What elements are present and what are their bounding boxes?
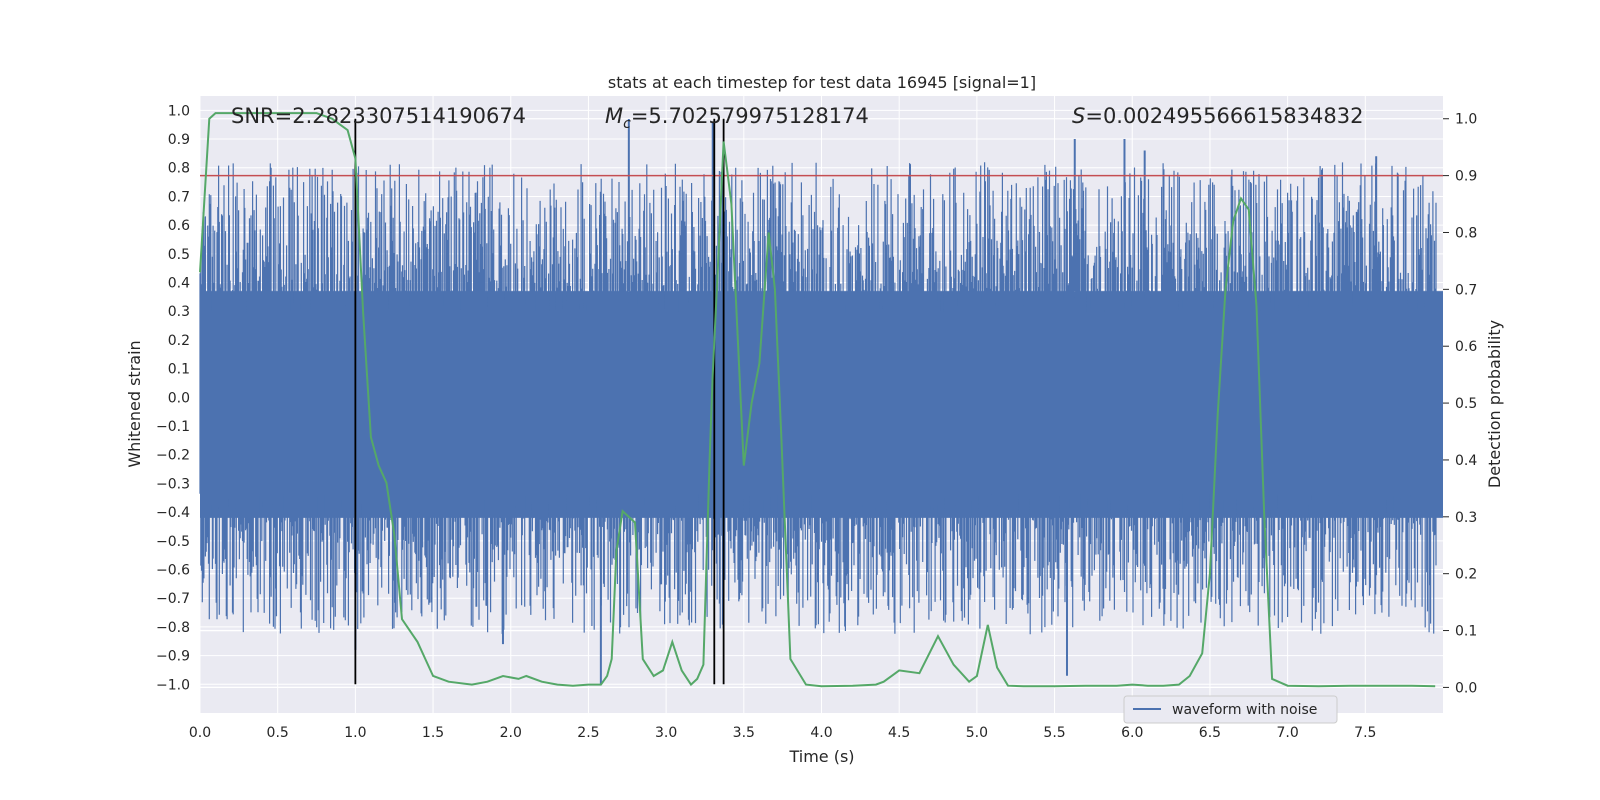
y2-tick-label: 0.0 bbox=[1455, 680, 1477, 696]
x-tick-label: 7.0 bbox=[1276, 725, 1298, 741]
x-tick-label: 5.5 bbox=[1043, 725, 1065, 741]
s-annotation: S=0.002495566615834832 bbox=[1072, 104, 1363, 128]
y-tick-label: 0.3 bbox=[168, 304, 190, 320]
x-tick-label: 5.0 bbox=[966, 725, 988, 741]
y2-axis-label: Detection probability bbox=[1485, 320, 1504, 488]
y2-tick-labels: 0.0 0.1 0.2 0.3 0.4 0.5 0.6 0.7 0.8 0.9 1.0 bbox=[1443, 112, 1477, 696]
x-tick-label: 2.0 bbox=[500, 725, 522, 741]
vertical-markers bbox=[354, 118, 725, 685]
legend: waveform with noise bbox=[1123, 695, 1338, 724]
y-tick-label: −0.4 bbox=[156, 505, 190, 521]
y-tick-label: −0.7 bbox=[156, 591, 190, 607]
detection-probability-series bbox=[199, 112, 1436, 688]
y-tick-label: 0.8 bbox=[168, 161, 190, 177]
y-tick-label: −0.8 bbox=[156, 620, 190, 636]
y2-tick-label: 0.4 bbox=[1455, 453, 1477, 469]
y-axis-label: Whitened strain bbox=[125, 340, 144, 467]
s-symbol: S bbox=[1072, 104, 1085, 128]
y2-tick-label: 0.1 bbox=[1455, 624, 1477, 640]
y-tick-label: −0.6 bbox=[156, 563, 190, 579]
s-value: =0.002495566615834832 bbox=[1085, 104, 1363, 128]
y-tick-label: 0.2 bbox=[168, 333, 190, 349]
y-tick-label: −0.5 bbox=[156, 534, 190, 550]
mc-subscript: c bbox=[623, 116, 631, 132]
x-tick-label: 1.5 bbox=[422, 725, 444, 741]
waveform-noise-spikes bbox=[199, 162, 1437, 635]
x-tick-label: 2.5 bbox=[577, 725, 599, 741]
y-tick-label: 0.9 bbox=[168, 132, 190, 148]
y-tick-label: 1.0 bbox=[168, 103, 190, 119]
snr-annotation: SNR=2.2823307514190674 bbox=[231, 104, 526, 128]
y-tick-label: −0.3 bbox=[156, 476, 190, 492]
y2-tick-label: 0.5 bbox=[1455, 396, 1477, 412]
y-tick-label: 0.0 bbox=[168, 390, 190, 406]
x-tick-label: 4.5 bbox=[888, 725, 910, 741]
chart-title: stats at each timestep for test data 169… bbox=[608, 73, 1036, 92]
y-tick-label: −1.0 bbox=[156, 677, 190, 693]
legend-box bbox=[1123, 695, 1338, 724]
mc-value: =5.702579975128174 bbox=[631, 104, 869, 128]
waveform-with-noise-series bbox=[199, 118, 1443, 685]
y2-tick-label: 0.6 bbox=[1455, 339, 1477, 355]
x-tick-label: 0.0 bbox=[189, 725, 211, 741]
mc-symbol: M bbox=[605, 104, 623, 128]
y-tick-label: 0.6 bbox=[168, 218, 190, 234]
x-tick-label: 7.5 bbox=[1354, 725, 1376, 741]
x-axis-label: Time (s) bbox=[788, 747, 854, 766]
y-tick-label: −0.2 bbox=[156, 448, 190, 464]
x-tick-label: 3.0 bbox=[655, 725, 677, 741]
x-tick-label: 6.5 bbox=[1199, 725, 1221, 741]
y2-tick-label: 0.2 bbox=[1455, 567, 1477, 583]
x-tick-label: 0.5 bbox=[267, 725, 289, 741]
y-tick-label: 0.7 bbox=[168, 189, 190, 205]
x-tick-label: 6.0 bbox=[1121, 725, 1143, 741]
y-tick-label: −0.9 bbox=[156, 649, 190, 665]
y2-tick-label: 0.9 bbox=[1455, 169, 1477, 185]
legend-label: waveform with noise bbox=[1172, 702, 1317, 718]
y-tick-label: 0.1 bbox=[168, 362, 190, 378]
y-tick-label: 0.4 bbox=[168, 276, 190, 292]
x-tick-label: 1.0 bbox=[344, 725, 366, 741]
y-tick-label: 0.5 bbox=[168, 247, 190, 263]
y2-tick-label: 0.7 bbox=[1455, 282, 1477, 298]
x-tick-label: 3.5 bbox=[733, 725, 755, 741]
y2-tick-label: 0.8 bbox=[1455, 225, 1477, 241]
y-tick-label: −0.1 bbox=[156, 419, 190, 435]
x-tick-label: 4.0 bbox=[810, 725, 832, 741]
y2-tick-label: 1.0 bbox=[1455, 112, 1477, 128]
x-tick-labels: 0.0 0.5 1.0 1.5 2.0 2.5 3.0 3.5 4.0 4.5 5.0 5.5 6.0 6… bbox=[189, 725, 1377, 741]
y2-tick-label: 0.3 bbox=[1455, 510, 1477, 526]
y-tick-labels: −1.0 −0.9 −0.8 −0.7 −0.6 −0.5 −0.4 −0.3 −0.2 −0.1… bbox=[156, 103, 190, 693]
detection-probability-line bbox=[199, 112, 1436, 688]
mc-annotation: Mc=5.702579975128174 bbox=[605, 104, 869, 132]
